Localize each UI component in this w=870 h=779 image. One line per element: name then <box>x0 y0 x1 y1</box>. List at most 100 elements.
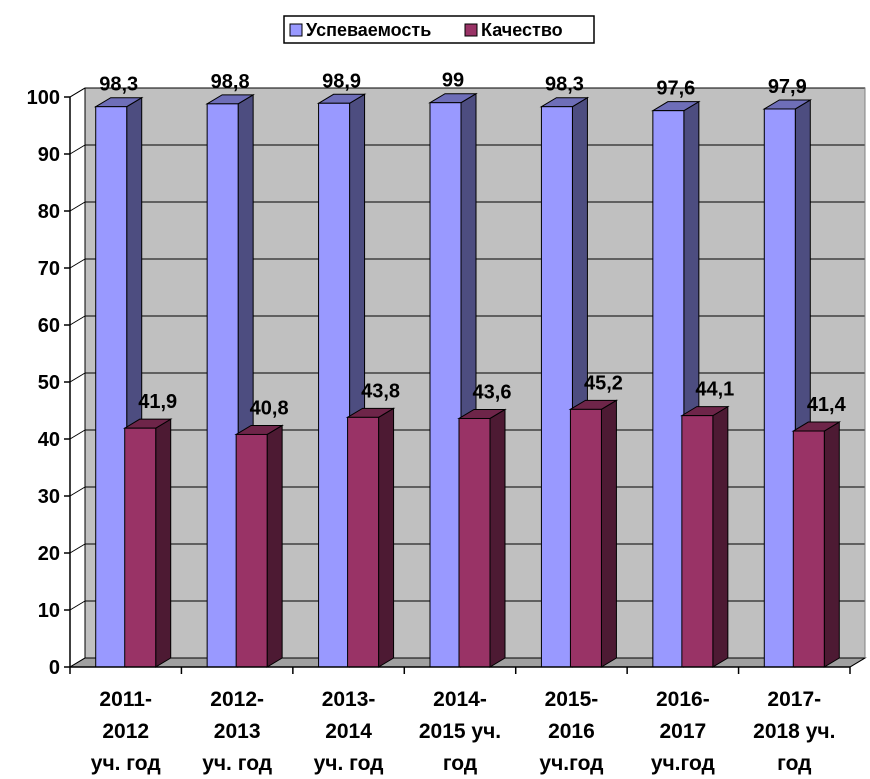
x-tick-label: 2015- 2016 уч.год <box>539 688 603 775</box>
y-tick-label: 90 <box>38 144 60 166</box>
data-label: 45,2 <box>584 372 623 394</box>
data-label: 41,9 <box>138 391 177 413</box>
legend-label: Качество <box>481 20 563 40</box>
x-axis-right-edge <box>849 657 866 668</box>
data-label: 98,3 <box>545 74 584 96</box>
legend: Успеваемость Качество <box>283 15 595 44</box>
gridline-depth <box>69 543 86 554</box>
bar-side <box>823 421 840 668</box>
gridline-depth <box>69 600 86 611</box>
bar-kachestvo <box>234 424 284 668</box>
bar-front <box>763 108 796 668</box>
y-tick-label: 0 <box>49 657 60 679</box>
bar-kachestvo <box>345 407 396 668</box>
bar-kachestvo <box>680 405 730 668</box>
x-tick-label-line: уч.год <box>539 752 603 775</box>
data-label: 98,8 <box>211 71 250 93</box>
plot-area: 0 10 20 30 40 50 60 70 80 90 100 98,3 41,9 98,8 40,8 98… <box>27 70 867 775</box>
x-tick-label-line: 2012 <box>102 720 149 743</box>
x-tick-label-line: уч.год <box>651 752 715 775</box>
x-tick-label-line: 2013- <box>322 688 376 711</box>
bar-uspevaemost <box>428 92 478 668</box>
bar-front <box>318 102 351 668</box>
x-tick-label-line: 2017 <box>659 720 706 743</box>
legend-box <box>283 15 595 44</box>
y-tick-label: 20 <box>38 543 60 565</box>
x-tick-label-line: уч. год <box>314 752 384 775</box>
bar-front <box>124 427 157 668</box>
bar-front <box>206 103 239 668</box>
bar-front <box>347 416 380 668</box>
y-tick-label: 70 <box>38 258 60 280</box>
bar-kachestvo <box>568 399 619 668</box>
data-label: 44,1 <box>695 379 734 401</box>
x-tick-label: 2016- 2017 уч.год <box>651 688 715 775</box>
bar-front <box>95 106 128 668</box>
bar-side <box>600 399 617 668</box>
x-tick-label-line: 2014- <box>433 688 487 711</box>
x-tick-label-line: 2015- <box>545 688 599 711</box>
y-tick-label: 100 <box>27 87 60 109</box>
y-tick-label: 80 <box>38 201 60 223</box>
data-label: 41,4 <box>807 394 847 416</box>
x-tick-label-line: 2016- <box>656 688 710 711</box>
bar-front <box>569 408 602 668</box>
legend-swatch <box>464 23 478 37</box>
y-tick-label: 60 <box>38 315 60 337</box>
x-tick-label-line: 2012- <box>210 688 264 711</box>
data-label: 43,6 <box>473 381 512 403</box>
bar-front <box>681 415 714 668</box>
x-tick-label-line: уч. год <box>91 752 161 775</box>
bar-front <box>652 110 685 668</box>
x-tick-label: 2017- 2018 уч. год <box>753 688 835 775</box>
x-tick-label-line: 2011- <box>99 688 152 711</box>
data-label: 43,8 <box>361 380 400 402</box>
x-tick-label-line: 2015 уч. <box>419 720 501 743</box>
bar-uspevaemost <box>651 100 701 668</box>
x-tick-label-line: 2014 <box>325 720 372 743</box>
x-tick-label: 2012- 2013 уч. год <box>202 688 272 775</box>
x-tick-label-line: год <box>443 752 477 775</box>
bar-front <box>540 106 573 668</box>
gridline-depth <box>69 372 86 383</box>
bar-side <box>266 424 283 668</box>
gridline-depth <box>69 429 86 440</box>
data-label: 98,9 <box>322 70 361 92</box>
bar-side <box>712 405 729 668</box>
data-label: 98,3 <box>99 74 138 96</box>
bar-kachestvo <box>791 421 842 668</box>
legend-label: Успеваемость <box>306 20 431 40</box>
bar-kachestvo <box>122 418 173 668</box>
y-tick-label: 50 <box>38 372 60 394</box>
x-tick-label-line: 2013 <box>214 720 261 743</box>
y-axis-top-edge <box>69 87 86 98</box>
gridline-depth <box>69 258 86 269</box>
x-tick-label-line: год <box>777 752 811 775</box>
y-tick-label: 30 <box>38 486 60 508</box>
legend-swatch <box>289 23 303 37</box>
x-tick-label-line: 2018 уч. <box>753 720 835 743</box>
x-tick-label: 2014- 2015 уч. год <box>419 688 501 775</box>
bar-front <box>458 417 491 668</box>
gridline-depth <box>69 201 86 212</box>
y-tick-label: 40 <box>38 429 60 451</box>
bar-front <box>429 102 462 668</box>
data-label: 99 <box>442 70 464 92</box>
gridline-depth <box>69 144 86 155</box>
bar-side <box>489 408 506 668</box>
gridline-depth <box>69 657 86 668</box>
x-tick-label: 2011- 2012 уч. год <box>91 688 161 775</box>
data-label: 97,6 <box>656 78 695 100</box>
x-tick-label-line: 2017- <box>767 688 821 711</box>
data-label: 97,9 <box>768 76 807 98</box>
bar-side <box>155 418 172 668</box>
bar-front <box>235 433 268 668</box>
bar-front <box>792 430 825 668</box>
gridline-depth <box>69 315 86 326</box>
gridline-depth <box>69 486 86 497</box>
x-tick-label: 2013- 2014 уч. год <box>314 688 384 775</box>
x-tick-label-line: уч. год <box>202 752 272 775</box>
y-tick-label: 10 <box>38 600 60 622</box>
bar-side <box>378 407 395 668</box>
